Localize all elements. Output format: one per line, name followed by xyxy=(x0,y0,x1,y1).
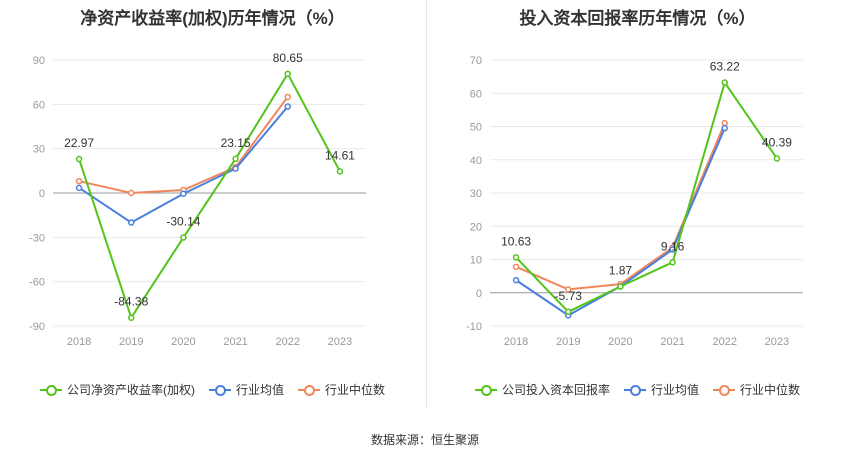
data-point[interactable] xyxy=(128,219,135,226)
y-tick-label: 60 xyxy=(33,99,45,111)
data-label: 63.22 xyxy=(710,60,740,74)
y-tick-label: 20 xyxy=(470,221,482,233)
y-tick-label: 70 xyxy=(470,55,482,67)
panel-divider xyxy=(426,0,427,408)
y-tick-label: -30 xyxy=(29,232,45,244)
roe-chart-title: 净资产收益率(加权)历年情况（%） xyxy=(80,9,345,28)
y-tick-label: 10 xyxy=(470,255,482,267)
y-tick-label: 90 xyxy=(33,55,45,67)
data-point[interactable] xyxy=(128,189,135,197)
data-label: 1.87 xyxy=(609,264,633,278)
legend-item[interactable]: 行业均值 xyxy=(208,381,284,398)
data-point[interactable] xyxy=(669,259,676,266)
x-tick-label: 2021 xyxy=(223,336,247,348)
data-point[interactable] xyxy=(284,70,291,78)
data-label: 40.39 xyxy=(762,135,792,149)
data-point[interactable] xyxy=(512,254,520,261)
legend-line-marker-icon xyxy=(298,383,320,397)
y-tick-label: 40 xyxy=(470,155,482,167)
data-point[interactable] xyxy=(75,184,83,192)
data-point[interactable] xyxy=(773,155,781,162)
legend-item[interactable]: 行业均值 xyxy=(623,381,699,398)
legend-item[interactable]: 公司净资产收益率(加权) xyxy=(39,381,195,398)
x-tick-label: 2018 xyxy=(67,336,91,348)
data-point[interactable] xyxy=(128,314,135,321)
data-point[interactable] xyxy=(565,308,572,316)
y-tick-label: -90 xyxy=(29,321,45,333)
data-point[interactable] xyxy=(180,190,187,197)
data-label: 14.61 xyxy=(325,148,355,162)
data-point[interactable] xyxy=(232,165,239,172)
data-point[interactable] xyxy=(721,79,728,86)
data-label: 22.97 xyxy=(64,136,94,150)
data-point[interactable] xyxy=(565,286,572,293)
roe-chart-panel: 净资产收益率(加权)历年情况（%） 90 60 30 0 -30 -60 -90 2018 20… xyxy=(0,0,425,410)
y-tick-label: 30 xyxy=(470,188,482,200)
x-tick-label: 2022 xyxy=(276,336,300,348)
legend-item[interactable]: 行业中位数 xyxy=(713,381,800,398)
y-tick-label: 60 xyxy=(470,88,482,100)
data-point[interactable] xyxy=(512,263,520,271)
series-line xyxy=(515,81,778,313)
data-label: 10.63 xyxy=(501,234,531,248)
data-point[interactable] xyxy=(284,93,291,101)
x-tick-label: 2019 xyxy=(119,336,143,348)
legend-line-marker-icon xyxy=(474,383,497,397)
legend-item[interactable]: 公司投入资本回报率 xyxy=(474,381,610,398)
legend-line-marker-icon xyxy=(623,383,646,397)
y-tick-label: -10 xyxy=(466,321,482,333)
x-tick-label: 2023 xyxy=(765,336,789,348)
y-tick-label: 50 xyxy=(470,122,482,134)
data-point[interactable] xyxy=(75,177,83,185)
legend-label: 公司投入资本回报率 xyxy=(501,383,610,397)
y-tick-label: 30 xyxy=(33,144,45,156)
data-label: 80.65 xyxy=(273,51,303,65)
roe-chart-plot: 90 60 30 0 -30 -60 -90 2018 2019 2020 2021 2022 2023… xyxy=(29,51,366,348)
legend-line-marker-icon xyxy=(39,383,62,397)
y-tick-label: -60 xyxy=(29,277,45,289)
data-point[interactable] xyxy=(180,234,187,241)
roic-chart-legend: 公司投入资本回报率 行业均值 行业中位数 xyxy=(425,381,850,398)
legend-label: 行业中位数 xyxy=(740,383,801,397)
x-tick-label: 2019 xyxy=(556,336,580,348)
data-label: -30.14 xyxy=(166,215,200,229)
data-label: -5.73 xyxy=(555,289,583,303)
x-tick-label: 2020 xyxy=(171,336,195,348)
x-tick-label: 2020 xyxy=(608,336,632,348)
data-label: -84.38 xyxy=(114,295,148,309)
legend-label: 公司净资产收益率(加权) xyxy=(66,383,195,397)
x-tick-label: 2018 xyxy=(504,336,528,348)
x-tick-label: 2023 xyxy=(328,336,352,348)
y-tick-label: 0 xyxy=(39,188,45,200)
data-point[interactable] xyxy=(232,155,239,163)
roe-chart-legend: 公司净资产收益率(加权) 行业均值 行业中位数 xyxy=(0,381,425,398)
data-label: 23.15 xyxy=(221,136,251,150)
data-point[interactable] xyxy=(721,124,728,132)
legend-label: 行业中位数 xyxy=(325,383,386,397)
legend-line-marker-icon xyxy=(208,383,231,397)
series-line xyxy=(78,72,341,319)
legend-label: 行业均值 xyxy=(235,383,284,397)
data-point[interactable] xyxy=(336,168,344,175)
roic-chart-title: 投入资本回报率历年情况（%） xyxy=(519,9,756,28)
data-point[interactable] xyxy=(512,276,520,284)
data-label: 9.16 xyxy=(661,239,685,253)
data-point[interactable] xyxy=(284,103,291,110)
x-tick-label: 2021 xyxy=(660,336,684,348)
data-point[interactable] xyxy=(75,155,83,163)
data-source-note: 数据来源：恒生聚源 xyxy=(370,433,479,447)
data-point[interactable] xyxy=(669,246,676,253)
roic-chart-plot: 70 60 50 40 30 20 10 0 -10 2018 2019 2020 2021 2022 20… xyxy=(466,55,803,348)
legend-item[interactable]: 行业中位数 xyxy=(298,381,385,398)
legend-label: 行业均值 xyxy=(650,383,699,397)
data-point[interactable] xyxy=(617,283,624,290)
roic-chart-panel: 投入资本回报率历年情况（%） 70 60 50 40 30 20 10 0 -10 2018 201… xyxy=(425,0,850,410)
x-tick-label: 2022 xyxy=(713,336,737,348)
legend-line-marker-icon xyxy=(713,383,735,397)
y-tick-label: 0 xyxy=(476,288,482,300)
